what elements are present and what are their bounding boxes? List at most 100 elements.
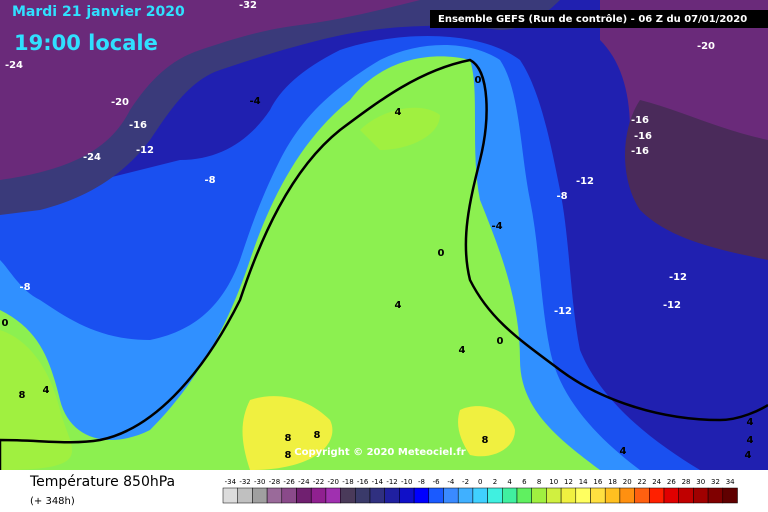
colorbar-label: 12 bbox=[564, 478, 573, 486]
contour-label: -24 bbox=[5, 60, 23, 71]
colorbar-swatch bbox=[722, 487, 738, 504]
contour-label: -16 bbox=[634, 131, 652, 142]
colorbar-label: -4 bbox=[447, 478, 455, 486]
colorbar-label: 20 bbox=[623, 478, 632, 486]
contour-label: 4 bbox=[43, 385, 50, 396]
colorbar-swatch bbox=[457, 487, 474, 504]
colorbar-label: 32 bbox=[711, 478, 720, 486]
date: Mardi 21 janvier 2020 bbox=[12, 4, 185, 20]
colorbar-swatch bbox=[355, 487, 371, 504]
colorbar-label: 10 bbox=[549, 478, 558, 486]
colorbar-label: 14 bbox=[579, 478, 588, 486]
contour-label: -16 bbox=[129, 120, 147, 131]
colorbar-label: -12 bbox=[386, 478, 397, 486]
colorbar-label: -6 bbox=[433, 478, 441, 486]
model-box bbox=[430, 10, 768, 28]
colorbar-label: -16 bbox=[357, 478, 369, 486]
colorbar-label: 22 bbox=[637, 478, 646, 486]
colorbar-swatch bbox=[619, 487, 635, 504]
contour-label: -12 bbox=[576, 176, 594, 187]
colorbar-label: 24 bbox=[652, 478, 661, 486]
colorbar-swatch bbox=[443, 487, 459, 504]
colorbar-swatch bbox=[546, 487, 562, 504]
contour-label: 8 bbox=[19, 390, 26, 401]
contour-label: -8 bbox=[19, 282, 30, 293]
colorbar-label: -30 bbox=[254, 478, 265, 486]
contour-label: 4 bbox=[395, 107, 402, 118]
colorbar-label: 28 bbox=[682, 478, 691, 486]
contour-label: -8 bbox=[556, 191, 567, 202]
contour-label: -12 bbox=[554, 306, 572, 317]
contour-label: 4 bbox=[395, 300, 402, 311]
colorbar-swatch bbox=[369, 487, 385, 504]
contour-label: 4 bbox=[459, 345, 466, 356]
colorbar-swatch bbox=[266, 487, 283, 504]
contour-label: -24 bbox=[83, 152, 101, 163]
colorbar-swatch bbox=[340, 487, 356, 504]
colorbar-label: -18 bbox=[342, 478, 353, 486]
colorbar-label: 6 bbox=[522, 478, 527, 486]
colorbar-swatch bbox=[531, 487, 547, 504]
contour-label: 8 bbox=[482, 435, 489, 446]
colorbar-swatch bbox=[678, 487, 694, 504]
colorbar-label: -26 bbox=[283, 478, 295, 486]
colorbar-label: 2 bbox=[493, 478, 497, 486]
contour-label: -16 bbox=[631, 146, 649, 157]
colorbar-label: 0 bbox=[478, 478, 482, 486]
contour-label: 8 bbox=[285, 433, 292, 444]
contour-label: 0 bbox=[475, 75, 482, 86]
contour-label: -12 bbox=[669, 272, 687, 283]
contour-label: -12 bbox=[663, 300, 681, 311]
colorbar-swatch bbox=[634, 487, 650, 504]
colorbar-swatch bbox=[472, 487, 488, 504]
contour-label: -32 bbox=[239, 0, 257, 11]
contour-label: 4 bbox=[620, 446, 627, 457]
contour-label: 8 bbox=[285, 450, 292, 461]
colorbar-label: -14 bbox=[372, 478, 384, 486]
colorbar-swatch bbox=[590, 487, 606, 504]
contour-label: 0 bbox=[2, 318, 9, 329]
colorbar-label: -32 bbox=[239, 478, 250, 486]
colorbar-swatch bbox=[325, 487, 341, 504]
contour-label: 0 bbox=[438, 248, 445, 259]
colorbar-swatch bbox=[604, 487, 621, 504]
colorbar-swatch bbox=[516, 487, 532, 504]
colorbar-swatch bbox=[502, 487, 518, 504]
lead-time: (+ 348h) bbox=[30, 496, 75, 507]
colorbar-swatch bbox=[693, 487, 709, 504]
local-time: 19:00 locale bbox=[14, 31, 158, 55]
colorbar-swatch bbox=[413, 487, 430, 504]
colorbar-label: 16 bbox=[593, 478, 602, 486]
contour-label: -20 bbox=[697, 41, 715, 52]
colorbar-label: 30 bbox=[696, 478, 705, 486]
contour-label: -4 bbox=[249, 96, 260, 107]
contour-label: 0 bbox=[497, 336, 504, 347]
colorbar-swatch bbox=[237, 487, 253, 504]
colorbar-swatch bbox=[560, 487, 577, 504]
field-title: Température 850hPa bbox=[29, 474, 175, 490]
colorbar-label: -20 bbox=[328, 478, 339, 486]
colorbar-label: -22 bbox=[313, 478, 324, 486]
contour-label: 4 bbox=[747, 417, 754, 428]
contour-label: -4 bbox=[491, 221, 502, 232]
contour-label: 4 bbox=[747, 435, 754, 446]
colorbar-label: 26 bbox=[667, 478, 676, 486]
colorbar-label: -8 bbox=[418, 478, 425, 486]
colorbar-label: -34 bbox=[225, 478, 237, 486]
colorbar-swatch bbox=[649, 487, 665, 504]
contour-label: -16 bbox=[631, 115, 649, 126]
colorbar-label: -28 bbox=[269, 478, 280, 486]
model-run: Ensemble GEFS (Run de contrôle) - 06 Z d… bbox=[438, 13, 747, 25]
colorbar-swatch bbox=[487, 487, 503, 504]
colorbar-swatch bbox=[575, 487, 591, 504]
colorbar-swatch bbox=[384, 487, 400, 504]
contour-label: -20 bbox=[111, 97, 129, 108]
colorbar-label: 4 bbox=[507, 478, 512, 486]
colorbar-swatch bbox=[222, 487, 238, 504]
colorbar-swatch bbox=[399, 487, 415, 504]
colorbar-label: 34 bbox=[726, 478, 735, 486]
colorbar-swatch bbox=[428, 487, 444, 504]
colorbar-label: 8 bbox=[537, 478, 541, 486]
